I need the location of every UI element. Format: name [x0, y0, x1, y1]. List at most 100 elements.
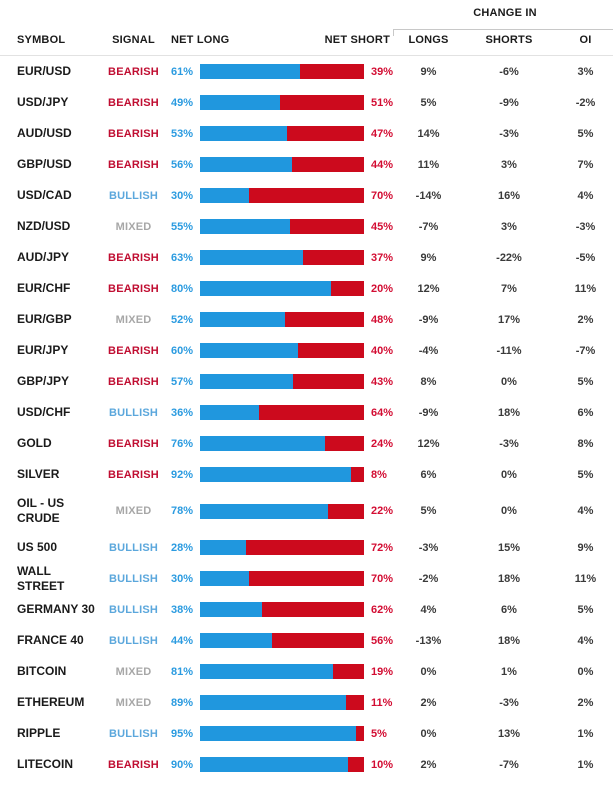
- change-oi-value: 5%: [577, 468, 594, 481]
- sentiment-bar: [200, 757, 364, 772]
- table-row: AUD/JPY BEARISH 63% 37% 9% -22% -5%: [0, 242, 613, 273]
- change-longs-value: 9%: [420, 65, 437, 78]
- change-shorts-value: -3%: [499, 127, 519, 140]
- net-short-bar: [249, 188, 364, 203]
- net-long-value: 57%: [171, 375, 194, 388]
- symbol-label: FRANCE 40: [17, 633, 84, 647]
- change-shorts-value: -3%: [499, 696, 519, 709]
- net-short-value: 45%: [371, 220, 394, 233]
- net-long-bar: [200, 664, 333, 679]
- sentiment-bar: [200, 503, 364, 519]
- table-row: GBP/JPY BEARISH 57% 43% 8% 0% 5%: [0, 366, 613, 397]
- signal-label: BEARISH: [108, 65, 159, 78]
- change-oi-value: 3%: [577, 65, 594, 78]
- net-long-value: 61%: [171, 65, 194, 78]
- net-long-bar: [200, 405, 260, 420]
- change-longs-value: -14%: [415, 189, 442, 202]
- signal-label: MIXED: [115, 313, 152, 326]
- signal-label: MIXED: [115, 505, 152, 517]
- column-header-longs: LONGS: [408, 34, 449, 46]
- change-shorts-value: -6%: [499, 65, 519, 78]
- symbol-label: GOLD: [17, 436, 52, 450]
- net-long-value: 60%: [171, 344, 194, 357]
- net-short-bar: [300, 64, 364, 79]
- table-row: EUR/USD BEARISH 61% 39% 9% -6% 3%: [0, 56, 613, 87]
- signal-label: BEARISH: [108, 158, 159, 171]
- symbol-label: OIL - US CRUDE: [17, 496, 65, 525]
- change-shorts-value: 1%: [501, 665, 517, 678]
- net-long-bar: [200, 126, 287, 141]
- change-shorts-value: 18%: [497, 406, 521, 419]
- column-header-oi: OI: [579, 34, 592, 46]
- table-row: SILVER BEARISH 92% 8% 6% 0% 5%: [0, 459, 613, 490]
- net-short-value: 70%: [371, 189, 394, 202]
- net-short-bar: [347, 757, 364, 772]
- net-long-value: 44%: [171, 634, 194, 647]
- net-short-bar: [290, 219, 364, 234]
- net-short-value: 48%: [371, 313, 394, 326]
- table-row: USD/JPY BEARISH 49% 51% 5% -9% -2%: [0, 87, 613, 118]
- net-long-bar: [200, 436, 325, 451]
- symbol-label: USD/JPY: [17, 95, 69, 109]
- net-short-bar: [245, 540, 364, 555]
- symbol-label: RIPPLE: [17, 726, 61, 740]
- net-long-value: 56%: [171, 158, 194, 171]
- net-long-bar: [200, 602, 263, 617]
- net-short-value: 51%: [371, 96, 394, 109]
- sentiment-bar: [200, 219, 364, 234]
- change-oi-value: 9%: [577, 541, 594, 554]
- change-longs-value: -2%: [418, 572, 439, 585]
- table-row: BITCOIN MIXED 81% 19% 0% 1% 0%: [0, 656, 613, 687]
- net-long-value: 92%: [171, 468, 194, 481]
- change-oi-value: -3%: [575, 220, 596, 233]
- net-long-value: 80%: [171, 282, 194, 295]
- net-long-value: 78%: [171, 505, 194, 517]
- net-short-bar: [331, 281, 364, 296]
- symbol-label: USD/CHF: [17, 405, 71, 419]
- net-long-value: 55%: [171, 220, 194, 233]
- net-long-bar: [200, 188, 250, 203]
- change-longs-value: -3%: [418, 541, 439, 554]
- change-oi-value: 2%: [577, 313, 594, 326]
- table-row: ETHEREUM MIXED 89% 11% 2% -3% 2%: [0, 687, 613, 718]
- table-row: US 500 BULLISH 28% 72% -3% 15% 9%: [0, 532, 613, 563]
- change-oi-value: -7%: [575, 344, 596, 357]
- net-long-value: 28%: [171, 541, 194, 554]
- change-longs-value: 11%: [417, 158, 440, 171]
- net-short-bar: [293, 374, 364, 389]
- change-shorts-value: 6%: [501, 603, 517, 616]
- change-shorts-value: 7%: [501, 282, 517, 295]
- signal-label: BULLISH: [108, 603, 159, 616]
- change-oi-value: 6%: [577, 406, 594, 419]
- table-row: NZD/USD MIXED 55% 45% -7% 3% -3%: [0, 211, 613, 242]
- net-long-value: 38%: [171, 603, 194, 616]
- signal-label: MIXED: [115, 665, 152, 678]
- change-longs-value: -9%: [418, 313, 439, 326]
- change-oi-value: 5%: [577, 375, 594, 388]
- change-oi-value: 1%: [577, 758, 594, 771]
- change-longs-value: 5%: [420, 505, 437, 517]
- net-long-bar: [200, 503, 328, 519]
- sentiment-bar: [200, 126, 364, 141]
- change-shorts-value: -11%: [496, 344, 522, 357]
- column-header-symbol: SYMBOL: [17, 34, 66, 46]
- net-short-value: 5%: [371, 727, 387, 740]
- net-short-value: 20%: [371, 282, 394, 295]
- sentiment-bar: [200, 157, 364, 172]
- net-short-value: 70%: [371, 572, 394, 585]
- net-long-value: 52%: [171, 313, 194, 326]
- change-shorts-value: 0%: [501, 468, 517, 481]
- table-body: EUR/USD BEARISH 61% 39% 9% -6% 3% USD/JPY BEARIS…: [0, 56, 613, 780]
- change-oi-value: 4%: [577, 505, 594, 517]
- table-row: GBP/USD BEARISH 56% 44% 11% 3% 7%: [0, 149, 613, 180]
- table-row: USD/CAD BULLISH 30% 70% -14% 16% 4%: [0, 180, 613, 211]
- net-long-bar: [200, 571, 250, 586]
- change-longs-value: 6%: [420, 468, 437, 481]
- change-longs-value: -4%: [418, 344, 439, 357]
- signal-label: BEARISH: [108, 282, 159, 295]
- table-row: OIL - US CRUDE MIXED 78% 22% 5% 0% 4%: [0, 490, 613, 532]
- net-short-bar: [262, 602, 364, 617]
- net-short-value: 72%: [371, 541, 394, 554]
- net-long-value: 89%: [171, 696, 194, 709]
- net-long-bar: [200, 95, 281, 110]
